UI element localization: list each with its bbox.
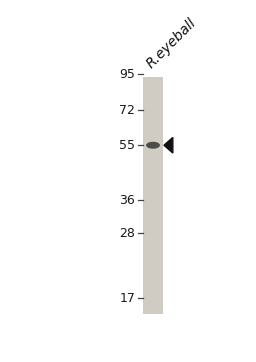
Ellipse shape	[146, 142, 160, 149]
Text: 95: 95	[119, 68, 135, 81]
Text: 55: 55	[119, 139, 135, 152]
Text: 36: 36	[119, 194, 135, 207]
Text: R.eyeball: R.eyeball	[144, 16, 199, 71]
Text: 17: 17	[119, 291, 135, 304]
Polygon shape	[164, 138, 173, 153]
Text: 72: 72	[119, 104, 135, 117]
Bar	[143, 77, 163, 314]
Text: 28: 28	[119, 227, 135, 240]
